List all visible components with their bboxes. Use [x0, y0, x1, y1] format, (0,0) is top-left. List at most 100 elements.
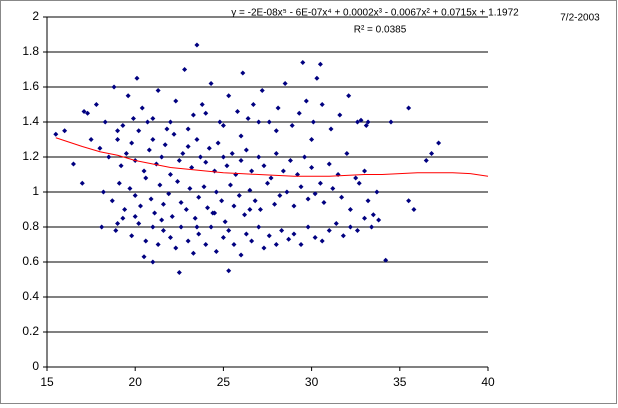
point [340, 233, 346, 239]
point [222, 219, 228, 225]
point [190, 112, 196, 118]
point [312, 191, 318, 197]
point [259, 88, 265, 93]
point [429, 151, 435, 156]
point [203, 242, 209, 247]
point [291, 203, 297, 209]
point [305, 196, 311, 202]
point [370, 212, 376, 218]
point [337, 112, 343, 118]
point [300, 60, 306, 65]
point [245, 116, 251, 121]
point [354, 119, 360, 125]
point [365, 119, 371, 125]
point [243, 147, 249, 153]
point [423, 158, 429, 163]
point [132, 214, 138, 219]
point [252, 198, 258, 204]
point [123, 151, 129, 156]
point [326, 161, 332, 167]
point [220, 235, 226, 240]
point [249, 168, 255, 174]
y-tick-label: 1.2 [22, 149, 39, 163]
point [374, 189, 380, 195]
point [141, 254, 147, 260]
point [166, 191, 172, 197]
point [277, 193, 283, 198]
point [116, 180, 122, 186]
point [62, 128, 68, 134]
point [224, 163, 230, 169]
point [145, 119, 151, 125]
point [160, 228, 166, 233]
point [187, 186, 193, 191]
point [273, 128, 279, 134]
point [256, 119, 262, 125]
point [185, 238, 191, 244]
point [143, 238, 149, 244]
point [358, 117, 364, 123]
point [150, 224, 156, 230]
point [265, 180, 270, 186]
point [220, 154, 226, 160]
point [275, 105, 281, 111]
point [162, 142, 168, 148]
trendline [55, 137, 489, 177]
y-tick-label: 0.6 [22, 254, 39, 268]
point [118, 163, 124, 169]
point [353, 175, 359, 181]
point [194, 42, 200, 48]
point [167, 172, 173, 177]
point [236, 193, 242, 198]
point [279, 228, 285, 233]
point [282, 81, 288, 86]
y-tick-label: 0.4 [22, 289, 39, 303]
point [208, 224, 214, 230]
point [53, 131, 59, 137]
point [273, 151, 279, 156]
point [213, 249, 219, 254]
point [226, 268, 232, 274]
point [120, 215, 126, 221]
point [220, 123, 226, 128]
point [212, 210, 218, 216]
point [159, 217, 165, 223]
point [284, 189, 290, 195]
point [185, 126, 191, 132]
point [81, 109, 87, 114]
y-tick-label: 1.8 [22, 44, 39, 58]
point [321, 200, 327, 205]
point [122, 207, 128, 212]
point [298, 242, 304, 247]
point [333, 221, 339, 226]
point [129, 140, 135, 146]
point [362, 168, 368, 174]
point [354, 228, 360, 233]
point [208, 81, 214, 86]
point [176, 270, 182, 275]
point [319, 102, 325, 107]
point [203, 159, 209, 165]
point [356, 180, 362, 186]
point [155, 242, 161, 247]
point [201, 184, 207, 190]
x-tick-label: 25 [217, 375, 231, 389]
point [194, 224, 200, 230]
point [167, 235, 173, 240]
y-tick-label: 1 [32, 184, 39, 198]
point [303, 98, 309, 104]
point [261, 163, 267, 169]
x-tick-label: 35 [393, 375, 407, 389]
point [178, 200, 184, 205]
x-tick-label: 15 [40, 375, 54, 389]
point [238, 158, 244, 163]
point [102, 119, 108, 125]
x-tick-label: 40 [481, 375, 495, 389]
point [240, 70, 246, 76]
point [217, 119, 223, 125]
point [317, 180, 323, 186]
point [176, 158, 182, 163]
point [266, 233, 272, 239]
point [148, 196, 154, 202]
point [365, 198, 371, 204]
